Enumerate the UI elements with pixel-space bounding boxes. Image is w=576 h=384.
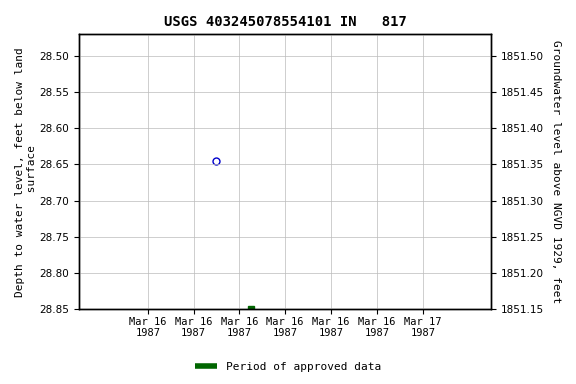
Title: USGS 403245078554101 IN   817: USGS 403245078554101 IN 817 [164, 15, 407, 29]
Y-axis label: Groundwater level above NGVD 1929, feet: Groundwater level above NGVD 1929, feet [551, 40, 561, 303]
Y-axis label: Depth to water level, feet below land
 surface: Depth to water level, feet below land su… [15, 47, 37, 296]
Legend: Period of approved data: Period of approved data [191, 358, 385, 377]
